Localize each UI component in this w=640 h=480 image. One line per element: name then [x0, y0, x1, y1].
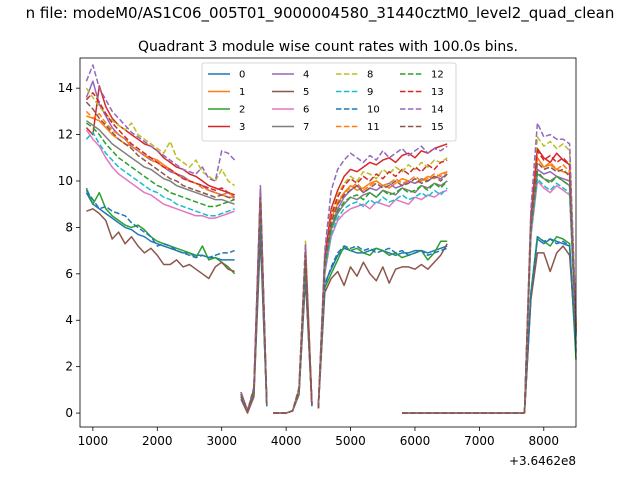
series-15 [85, 101, 577, 414]
series-14-line-5 [523, 122, 577, 414]
series-8-line-3 [317, 157, 448, 409]
legend-label-7: 7 [303, 122, 309, 133]
series-3-line-3 [317, 143, 448, 409]
legend-label-10: 10 [367, 105, 380, 116]
x-tick-label-5000: 5000 [335, 434, 366, 448]
legend-label-13: 13 [431, 87, 444, 98]
x-tick-label-7000: 7000 [464, 434, 495, 448]
series-3-line-0 [85, 85, 235, 196]
y-tick-label-14: 14 [58, 81, 73, 95]
x-tick-label-2000: 2000 [142, 434, 173, 448]
series-6-line-0 [85, 129, 235, 219]
y-axis: 0 2 4 6 8 10 12 14 [58, 81, 80, 420]
x-offset-label: +3.6462e8 [509, 454, 576, 468]
series-10-line-0 [85, 189, 235, 259]
y-tick-label-10: 10 [58, 174, 73, 188]
y-tick-label-4: 4 [65, 313, 73, 327]
legend-label-6: 6 [303, 105, 309, 116]
series-11-line-3 [317, 171, 448, 409]
series-7-line-0 [85, 120, 235, 205]
series-11-line-0 [85, 110, 236, 198]
series-13-line-5 [523, 150, 577, 414]
series-10-line-3 [317, 245, 448, 409]
series-13-line-0 [85, 92, 235, 196]
plot-frame [79, 57, 577, 428]
series-2-line-0 [85, 187, 236, 275]
series-15-line-5 [523, 161, 577, 414]
x-tick-label-3000: 3000 [206, 434, 237, 448]
legend-label-9: 9 [367, 87, 373, 98]
chart-title: Quadrant 3 module wise count rates with … [138, 39, 518, 55]
series-5-line-0 [86, 208, 235, 280]
series-9-line-3 [317, 187, 448, 409]
legend-label-14: 14 [431, 105, 444, 116]
series-3-line-5 [523, 147, 577, 414]
legend-label-3: 3 [239, 122, 245, 133]
legend-label-5: 5 [303, 87, 309, 98]
series-15-line-3 [317, 173, 448, 409]
y-tick-label-6: 6 [65, 267, 73, 281]
series-7-line-3 [317, 180, 448, 409]
series-12-line-0 [85, 122, 235, 208]
series-15-line-2 [273, 254, 313, 414]
x-tick-label-6000: 6000 [400, 434, 431, 448]
series-13-line-3 [317, 159, 448, 409]
legend-label-4: 4 [303, 70, 309, 81]
series-5-line-3 [317, 243, 448, 409]
legend-label-11: 11 [367, 122, 380, 133]
legend-label-15: 15 [431, 122, 444, 133]
series-10-line-5 [523, 235, 577, 414]
legend-label-2: 2 [239, 105, 245, 116]
series-6-line-5 [523, 180, 577, 414]
x-axis: 1000 2000 3000 4000 5000 6000 7000 8000 [78, 427, 559, 448]
y-tick-label-8: 8 [65, 220, 73, 234]
legend-label-1: 1 [239, 87, 245, 98]
series-15-line-1 [240, 196, 268, 412]
x-tick-label-4000: 4000 [271, 434, 302, 448]
series-12-line-3 [317, 180, 448, 409]
legend-box [201, 62, 457, 142]
y-tick-label-2: 2 [65, 360, 73, 374]
x-tick-label-8000: 8000 [529, 434, 560, 448]
y-tick-label-12: 12 [58, 128, 73, 142]
series-layer [85, 64, 577, 414]
series-14-line-0 [85, 64, 236, 182]
legend-label-0: 0 [239, 70, 245, 81]
figure-suptitle: n file: modeM0/AS1C06_005T01_9000004580_… [26, 4, 615, 23]
legend-label-8: 8 [367, 70, 373, 81]
series-9-line-0 [85, 131, 235, 217]
y-tick-label-0: 0 [65, 406, 73, 420]
series-8-line-0 [85, 87, 236, 187]
series-5-line-5 [523, 245, 577, 414]
legend-label-12: 12 [431, 70, 444, 81]
x-tick-label-1000: 1000 [78, 434, 109, 448]
